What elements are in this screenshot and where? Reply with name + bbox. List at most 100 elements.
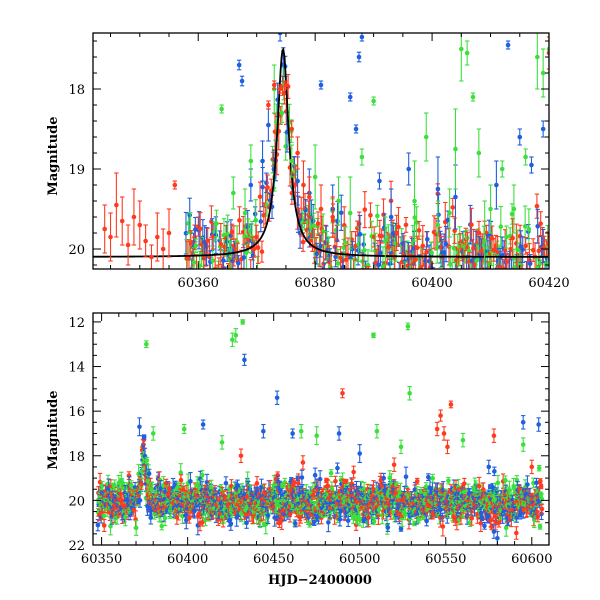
- outlier-point-green: [453, 108, 458, 190]
- outlier-point-green: [347, 176, 353, 250]
- data-point-blue: [430, 267, 436, 269]
- data-point-green: [446, 476, 451, 485]
- data-point-blue: [403, 466, 409, 487]
- outlier-point-blue: [261, 423, 266, 439]
- outlier-point-green: [412, 160, 417, 242]
- data-point-red: [534, 193, 540, 219]
- data-point-blue: [398, 525, 404, 532]
- data-point-blue: [228, 516, 234, 531]
- data-point-blue: [338, 194, 344, 231]
- data-point-red: [358, 268, 364, 269]
- y-tick-label: 14: [68, 361, 85, 376]
- data-point-green: [255, 255, 260, 269]
- outlier-point-green: [470, 92, 476, 102]
- outlier-point-red: [108, 212, 113, 262]
- outlier-point-blue: [388, 188, 394, 246]
- data-point-red: [139, 478, 144, 490]
- outlier-point-green: [144, 340, 149, 349]
- data-point-red: [348, 271, 353, 300]
- data-point-blue: [526, 223, 531, 240]
- outlier-point-green: [476, 128, 482, 178]
- y-tick-label: 18: [68, 450, 85, 465]
- data-point-green: [345, 278, 350, 294]
- data-point-red: [336, 281, 341, 296]
- data-point-green: [348, 259, 354, 269]
- outlier-point-red: [340, 388, 345, 399]
- data-point-red: [535, 510, 541, 523]
- data-point-green: [253, 199, 259, 242]
- data-point-red: [441, 254, 446, 269]
- data-point-blue: [223, 476, 229, 491]
- data-point-red: [500, 473, 506, 490]
- outlier-point-green: [371, 332, 376, 339]
- data-point-red: [462, 477, 467, 490]
- data-point-red: [349, 478, 355, 490]
- data-point-green: [144, 456, 150, 465]
- data-point-blue: [188, 472, 193, 491]
- data-point-red: [537, 478, 543, 485]
- data-point-blue: [258, 210, 264, 233]
- data-point-red: [210, 222, 216, 250]
- outlier-point-green: [482, 200, 487, 269]
- data-point-red: [315, 211, 321, 236]
- data-point-green: [371, 517, 377, 525]
- data-point-green: [448, 246, 453, 269]
- outlier-point-red: [318, 184, 324, 234]
- data-point-green: [504, 225, 509, 249]
- y-tick-label: 16: [68, 405, 85, 420]
- outlier-point-green: [248, 144, 254, 178]
- outlier-point-green: [499, 160, 505, 178]
- data-point-green: [210, 245, 216, 269]
- outlier-point-red: [434, 421, 440, 437]
- outlier-point-green: [233, 328, 239, 343]
- outlier-point-red: [391, 457, 397, 472]
- outlier-point-green: [298, 423, 304, 439]
- outlier-point-green: [359, 148, 365, 166]
- outlier-point-red: [266, 100, 271, 110]
- plot-frame: [92, 32, 550, 270]
- data-point-red: [101, 518, 107, 533]
- data-point-green: [365, 249, 371, 269]
- data-point-blue: [381, 472, 386, 484]
- data-point-green: [526, 208, 532, 251]
- outlier-point-red: [277, 84, 283, 94]
- data-point-red: [514, 526, 519, 540]
- outlier-point-green: [523, 148, 528, 166]
- outlier-point-green: [520, 437, 526, 452]
- data-point-red: [512, 267, 517, 269]
- data-point-red: [188, 230, 194, 257]
- data-point-red: [508, 238, 514, 260]
- data-point-red: [416, 220, 422, 240]
- data-point-blue: [243, 268, 249, 269]
- data-point-blue: [310, 203, 316, 239]
- outlier-point-green: [535, 33, 540, 90]
- y-tick-label: 20: [68, 494, 85, 509]
- outlier-point-red: [271, 80, 277, 90]
- data-point-red: [403, 216, 409, 233]
- data-point-red: [527, 243, 532, 269]
- data-point-red: [325, 479, 331, 493]
- outlier-point-green: [464, 40, 470, 66]
- data-point-green: [412, 520, 417, 527]
- outlier-point-green: [511, 184, 517, 234]
- outlier-point-green: [242, 188, 248, 238]
- x-tick-label: 60500: [339, 552, 380, 567]
- outlier-point-green: [405, 322, 411, 331]
- outlier-point-red: [289, 120, 295, 138]
- outlier-point-green: [231, 176, 236, 210]
- outlier-point-green: [312, 144, 318, 210]
- bottom-panel: 60350 60400 60450 60500 60550 60600 12 14 16 18 20…: [68, 312, 552, 567]
- outlier-point-blue: [336, 426, 342, 441]
- data-point-red: [469, 510, 475, 526]
- data-point-red: [255, 231, 261, 264]
- outlier-point-blue: [353, 124, 359, 134]
- data-point-blue: [293, 519, 298, 528]
- outlier-point-green: [219, 435, 225, 450]
- data-point-blue: [241, 244, 247, 269]
- outlier-point-red: [155, 212, 160, 262]
- x-tick-label: 60450: [253, 552, 294, 567]
- data-point-green: [522, 205, 528, 248]
- outlier-point-green: [540, 48, 546, 98]
- data-point-red: [333, 475, 338, 487]
- outlier-point-red: [283, 80, 289, 90]
